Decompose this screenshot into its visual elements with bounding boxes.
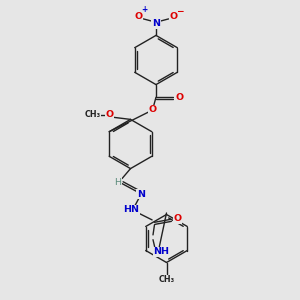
Text: O: O [149, 105, 157, 114]
Text: O: O [175, 93, 183, 102]
Text: O: O [134, 12, 143, 21]
Text: HN: HN [123, 205, 140, 214]
Text: O: O [169, 12, 178, 21]
Text: N: N [137, 190, 145, 199]
Text: O: O [105, 110, 114, 119]
Text: O: O [173, 214, 182, 223]
Text: CH₃: CH₃ [158, 275, 175, 284]
Text: +: + [142, 5, 148, 14]
Text: −: − [176, 8, 183, 16]
Text: N: N [152, 20, 160, 28]
Text: CH₃: CH₃ [84, 110, 101, 119]
Text: H: H [114, 178, 121, 187]
Text: NH: NH [153, 247, 170, 256]
